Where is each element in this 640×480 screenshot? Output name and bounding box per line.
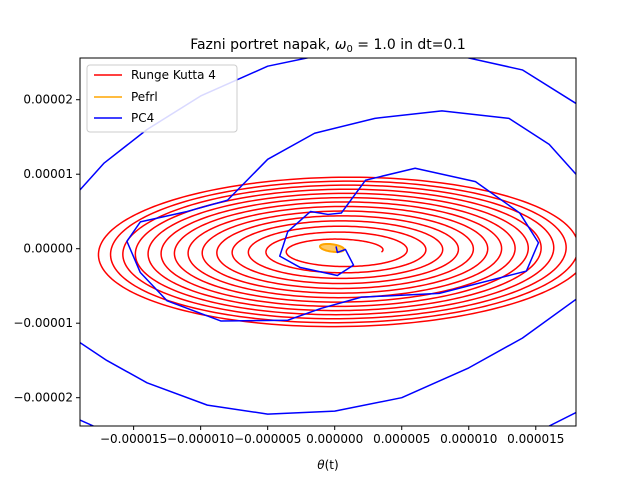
x-axis-label: θ(t) [317, 458, 338, 472]
x-tick-label-5: 0.000010 [440, 432, 497, 446]
series-runge-kutta-4-line [97, 176, 576, 328]
series-pc4-outer-arc-1 [465, 58, 576, 105]
y-tick-label-2: 0.00000 [23, 242, 73, 256]
y-tick-label-4: 0.00002 [23, 93, 73, 107]
plot-series [80, 58, 576, 426]
series-pc4-line [126, 110, 576, 322]
y-axis-ticks: −0.00002 −0.00001 0.00000 0.00001 0.00002 [13, 93, 80, 405]
x-tick-label-0: −0.000015 [100, 432, 167, 446]
legend-box [86, 64, 238, 133]
legend: Runge Kutta 4 Pefrl PC4 [86, 64, 238, 133]
series-pc4-outer-arc-4 [548, 411, 576, 426]
legend-label-runge-kutta: Runge Kutta 4 [131, 68, 216, 82]
x-tick-label-3: 0.000000 [306, 432, 363, 446]
legend-label-pefrl: Pefrl [131, 90, 158, 104]
y-tick-label-3: 0.00001 [23, 167, 73, 181]
x-tick-label-1: −0.000010 [167, 432, 234, 446]
series-pc4-outer-arc-3 [80, 419, 94, 426]
x-tick-label-6: 0.000015 [507, 432, 564, 446]
x-axis-ticks: −0.000015 −0.000010 −0.000005 0.000000 0.000… [100, 426, 564, 446]
plot-frame [79, 57, 577, 427]
chart-title: Fazni portret napak, ω0 = 1.0 in dt=0.1 [190, 37, 466, 55]
x-tick-label-2: −0.000005 [234, 432, 301, 446]
x-tick-label-4: 0.000005 [373, 432, 430, 446]
y-tick-label-0: −0.00002 [13, 391, 73, 405]
y-tick-label-1: −0.00001 [13, 316, 73, 330]
legend-label-pc4: PC4 [131, 111, 154, 125]
series-pc4-outer-arc-2 [80, 298, 576, 415]
